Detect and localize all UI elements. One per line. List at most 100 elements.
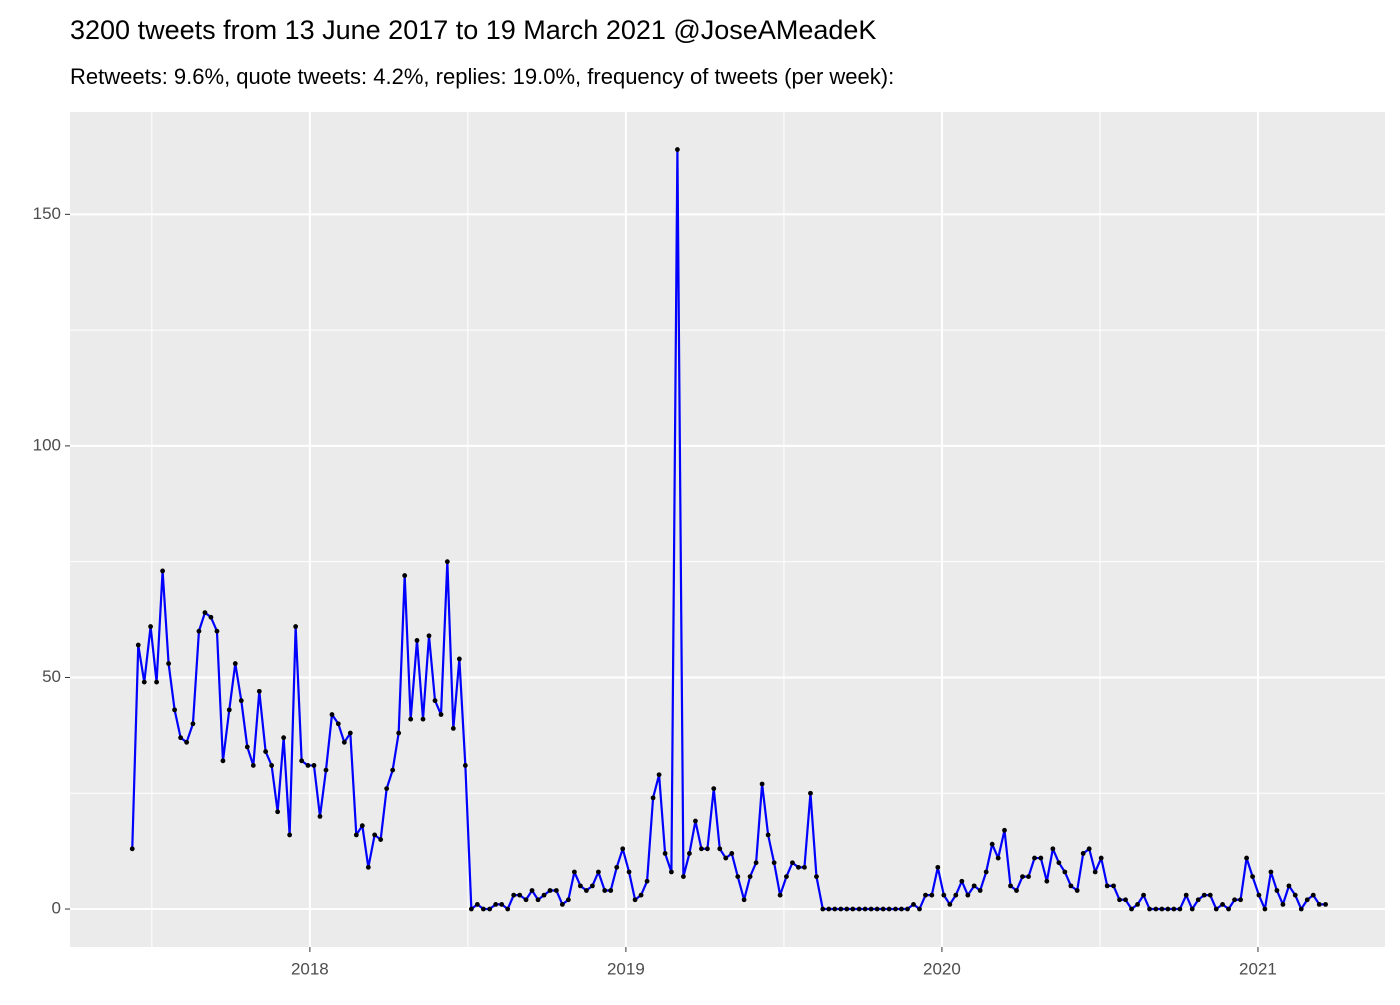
data-point xyxy=(468,906,474,912)
chart-title: 3200 tweets from 13 June 2017 to 19 Marc… xyxy=(70,15,876,45)
x-tick-label: 2020 xyxy=(923,959,961,978)
data-point xyxy=(832,906,838,912)
data-point xyxy=(583,888,589,893)
data-point xyxy=(1147,906,1152,912)
data-point xyxy=(614,864,620,870)
data-point xyxy=(1323,901,1328,907)
data-point xyxy=(796,864,801,870)
data-point xyxy=(408,716,414,722)
data-point xyxy=(681,874,686,880)
data-point xyxy=(244,744,250,750)
data-point xyxy=(456,656,462,662)
data-point xyxy=(256,688,262,694)
data-point xyxy=(1310,892,1316,898)
plot-panel xyxy=(70,112,1385,947)
data-point xyxy=(208,614,214,620)
data-point xyxy=(232,661,238,666)
data-point xyxy=(141,679,147,685)
data-point xyxy=(911,901,916,907)
y-tick-label: 0 xyxy=(52,899,61,918)
data-point xyxy=(450,726,456,731)
data-point xyxy=(983,869,989,875)
data-point xyxy=(899,906,904,912)
data-point xyxy=(148,624,153,629)
data-point xyxy=(602,888,608,893)
data-point xyxy=(893,906,898,912)
x-tick-label: 2019 xyxy=(607,959,645,978)
data-point xyxy=(571,869,577,875)
data-point xyxy=(1038,855,1044,861)
data-point xyxy=(880,906,886,912)
data-point xyxy=(196,628,202,634)
data-point xyxy=(432,698,438,704)
data-point xyxy=(644,878,650,884)
data-point xyxy=(1050,846,1056,852)
data-point xyxy=(129,846,135,852)
data-point xyxy=(317,814,323,819)
data-point xyxy=(190,721,196,727)
data-point xyxy=(1020,874,1025,880)
data-point xyxy=(1044,878,1050,884)
data-point xyxy=(874,906,880,912)
data-point xyxy=(329,712,335,717)
data-point xyxy=(184,739,190,745)
data-point xyxy=(1153,906,1159,912)
data-point xyxy=(269,763,275,768)
data-point xyxy=(1171,906,1177,912)
data-point xyxy=(669,869,674,875)
data-point xyxy=(444,559,450,565)
data-point xyxy=(1062,869,1068,875)
data-point xyxy=(989,841,995,847)
data-point xyxy=(1244,855,1249,861)
data-point xyxy=(511,892,517,898)
data-point xyxy=(850,906,856,912)
data-point xyxy=(1183,892,1189,898)
data-point xyxy=(941,892,947,898)
data-point xyxy=(1080,851,1086,856)
data-point xyxy=(771,860,777,866)
data-point xyxy=(947,901,953,907)
data-point xyxy=(1304,897,1310,903)
data-point xyxy=(299,758,305,764)
data-point xyxy=(523,897,529,903)
data-point xyxy=(1262,906,1268,912)
data-point xyxy=(462,763,468,768)
data-point xyxy=(1068,883,1074,889)
data-point xyxy=(687,851,692,856)
data-point xyxy=(753,860,759,866)
data-point xyxy=(390,767,396,773)
data-point xyxy=(1220,901,1225,907)
data-point xyxy=(281,735,287,741)
data-point xyxy=(626,869,632,875)
data-point xyxy=(499,901,505,907)
data-point xyxy=(1104,883,1110,889)
data-point xyxy=(160,568,165,574)
data-point xyxy=(959,878,965,884)
data-point xyxy=(577,883,583,889)
data-point xyxy=(529,888,535,893)
data-point xyxy=(1123,897,1128,903)
data-point xyxy=(965,892,971,898)
data-point xyxy=(1207,892,1213,898)
data-point xyxy=(214,628,220,634)
data-point xyxy=(1189,906,1195,912)
data-point xyxy=(202,610,208,616)
data-point xyxy=(1074,888,1080,893)
data-point xyxy=(1292,892,1298,898)
data-point xyxy=(378,837,384,842)
data-point xyxy=(735,874,741,880)
data-point xyxy=(662,851,668,856)
data-point xyxy=(917,906,922,912)
data-point xyxy=(396,730,402,736)
data-point xyxy=(505,906,511,912)
data-point xyxy=(220,758,226,764)
data-point xyxy=(341,739,347,745)
data-point xyxy=(154,679,159,685)
data-point xyxy=(814,874,819,880)
data-point xyxy=(747,874,753,880)
data-point xyxy=(650,795,656,801)
data-point xyxy=(250,763,256,768)
data-point xyxy=(632,897,638,903)
data-point xyxy=(693,818,698,824)
